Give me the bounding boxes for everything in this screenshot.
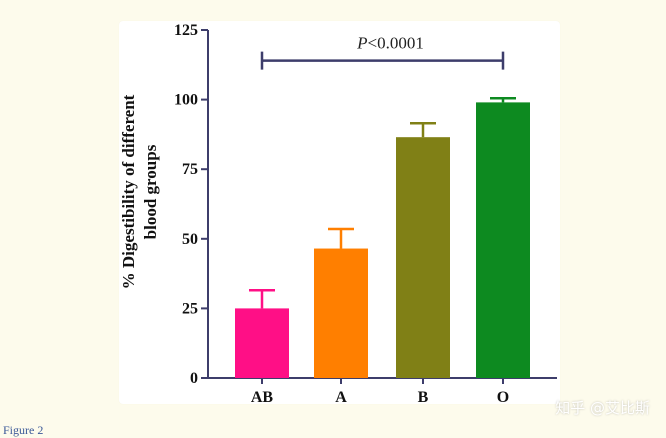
y-tick-label: 75 — [182, 161, 198, 178]
figure-caption[interactable]: Figure 2 — [3, 423, 44, 437]
bar-B — [396, 137, 450, 378]
y-tick-label: 100 — [174, 92, 198, 109]
y-axis-label-line: blood groups — [141, 144, 160, 239]
x-tick-label: A — [335, 389, 347, 404]
y-tick-label: 125 — [174, 22, 198, 39]
chart-card: 0 25 50 75 100 125 AB A B O% Digestibility of dif… — [119, 21, 560, 404]
significance-label: P<0.0001 — [356, 34, 424, 53]
bar-O — [476, 102, 530, 378]
x-tick-label: O — [497, 389, 509, 404]
y-axis-label-line: % Digestibility of different — [119, 94, 138, 289]
x-tick-label: B — [418, 389, 429, 404]
y-tick-label: 50 — [182, 231, 198, 248]
bar-AB — [235, 308, 289, 378]
y-tick-label: 0 — [190, 370, 198, 387]
bar-A — [314, 248, 368, 378]
y-axis-label: % Digestibility of different blood groups — [119, 94, 160, 289]
x-tick-label: AB — [251, 389, 274, 404]
watermark: 知乎 @艾比斯 — [555, 399, 650, 417]
y-tick-label: 25 — [182, 300, 198, 317]
